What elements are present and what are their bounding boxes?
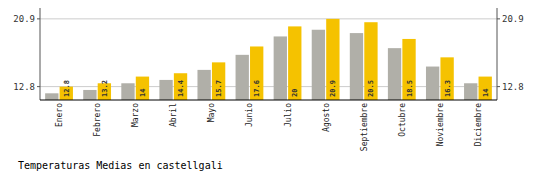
data-label: 14.4: [177, 80, 185, 97]
bar: [364, 22, 377, 100]
x-tick-label: Mayo: [207, 103, 216, 122]
bar: [312, 30, 325, 100]
x-axis-line: [40, 100, 497, 101]
data-label: 20.9: [329, 80, 337, 97]
x-tick-label: Diciembre: [474, 103, 483, 147]
x-tick-label: Noviembre: [436, 103, 445, 147]
x-tick-label: Enero: [55, 103, 64, 127]
bar: [83, 90, 96, 100]
bar: [326, 19, 339, 100]
data-label: 16.3: [444, 80, 452, 97]
data-label: 18.5: [406, 80, 414, 97]
bar: [236, 55, 249, 100]
y2-tick: [497, 18, 500, 19]
data-label: 20: [291, 89, 299, 97]
bars: [45, 19, 492, 100]
y-tick: [37, 18, 40, 19]
chart: 12.8 13.2 14 14.4 15.7 17.6 20 20.9 20.5 18.5 16.3…: [0, 0, 537, 174]
x-tick-label: Febrero: [93, 103, 102, 137]
bar: [479, 77, 492, 100]
grid-line: [40, 18, 497, 19]
data-label: 12.8: [63, 80, 71, 97]
bar: [250, 46, 263, 100]
x-tick-label: Julio: [284, 103, 293, 127]
bar: [136, 77, 149, 100]
bar: [174, 73, 187, 100]
data-label: 20.5: [367, 80, 375, 97]
data-label: 17.6: [253, 80, 261, 97]
y-tick: [37, 86, 40, 87]
bar: [212, 62, 225, 100]
bar: [350, 33, 363, 100]
y2-tick-label: 12.8: [502, 82, 524, 92]
bar: [121, 83, 134, 100]
y-tick-label: 20.9: [13, 14, 35, 24]
x-tick-label: Abril: [169, 103, 178, 127]
x-tick-label: Junio: [245, 103, 254, 127]
bar: [159, 80, 172, 100]
bar: [45, 93, 58, 100]
bar: [388, 48, 401, 100]
title: Temperaturas Medias en castellgali: [18, 160, 223, 171]
x-tick-label: Agosto: [322, 103, 331, 132]
y-tick-label: 12.8: [13, 82, 35, 92]
bar: [402, 39, 415, 100]
bar: [288, 26, 301, 100]
data-label: 13.2: [101, 80, 109, 97]
bar: [197, 70, 210, 100]
data-label: 15.7: [215, 80, 223, 97]
data-label: 14: [139, 89, 147, 97]
bar: [274, 36, 287, 100]
bar: [464, 83, 477, 100]
x-tick-label: Octubre: [398, 103, 407, 137]
x-tick-label: Septiembre: [360, 103, 369, 151]
y2-tick: [497, 86, 500, 87]
x-tick-label: Marzo: [131, 103, 140, 127]
y2-tick-label: 20.9: [502, 14, 524, 24]
bar: [426, 67, 439, 100]
bar: [440, 57, 453, 100]
data-label: 14: [482, 89, 490, 97]
